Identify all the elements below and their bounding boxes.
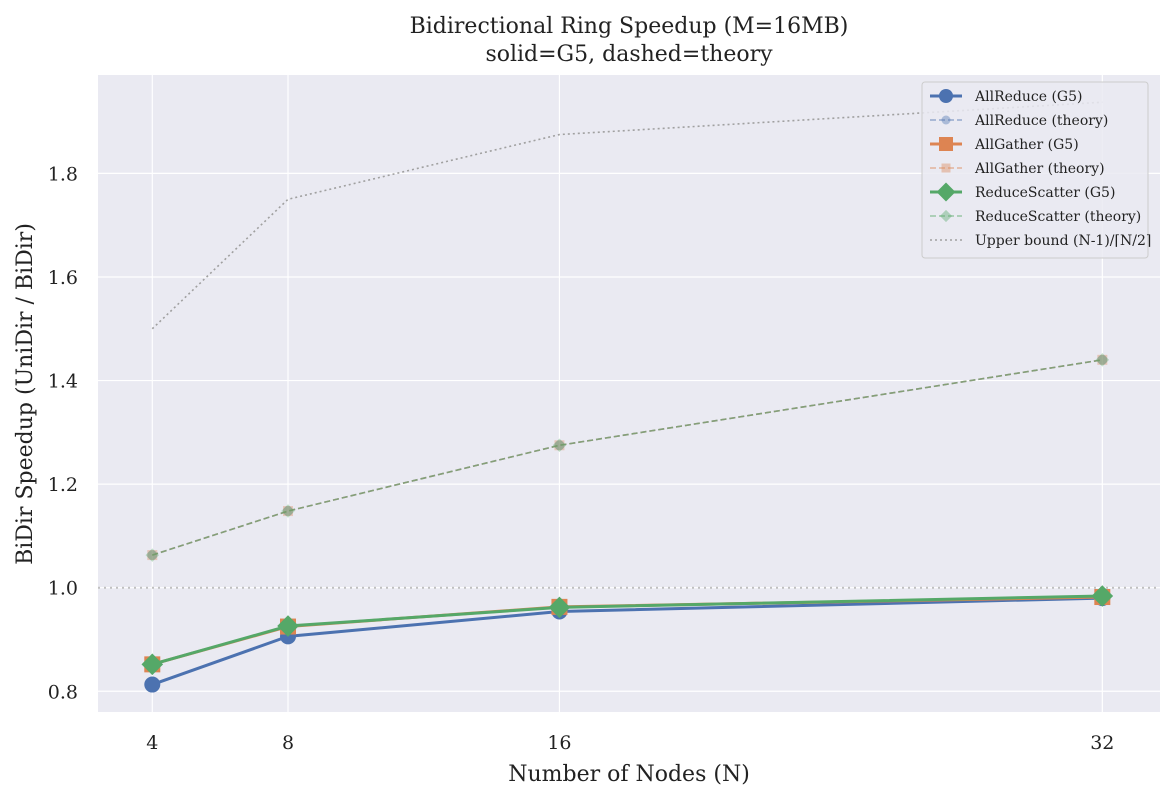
x-axis-label: Number of Nodes (N) — [508, 762, 750, 787]
legend-box — [921, 81, 1149, 259]
legend-entry: AllGather (G5) — [930, 137, 1079, 153]
series-line — [151, 596, 1103, 686]
legend-label: AllReduce (theory) — [974, 113, 1108, 129]
legend-marker — [936, 182, 956, 202]
data-point — [283, 506, 294, 517]
data-point — [141, 653, 164, 676]
legend-label: Upper bound (N-1)/⌈N/2⌉ — [975, 233, 1151, 249]
legend-entry: ReduceScatter (G5) — [930, 182, 1115, 202]
x-tick-label: 16 — [547, 732, 571, 754]
legend-label: ReduceScatter (G5) — [975, 185, 1115, 201]
data-point — [277, 615, 299, 637]
legend-marker — [941, 163, 951, 173]
legend: AllReduce (G5) AllReduce (theory) AllGathe… — [921, 81, 1151, 259]
legend-label: AllGather (G5) — [974, 137, 1079, 153]
legend-entry: AllReduce (G5) — [930, 89, 1082, 105]
data-point — [283, 506, 294, 517]
series-line — [152, 359, 1103, 556]
x-tick-labels: 4 8 16 32 — [146, 732, 1114, 754]
series-5 — [145, 353, 1110, 562]
data-point — [281, 504, 295, 518]
series-group — [141, 101, 1114, 693]
chart-title: Bidirectional Ring Speedup (M=16MB) — [410, 14, 849, 39]
data-point — [554, 440, 565, 451]
legend-marker — [939, 209, 953, 223]
y-tick-label: 1.0 — [48, 578, 78, 600]
y-tick-label: 1.2 — [48, 474, 78, 496]
legend-entry: AllReduce (theory) — [930, 113, 1108, 129]
legend-marker — [939, 137, 953, 151]
legend-label: AllGather (theory) — [974, 161, 1105, 177]
y-tick-label: 0.8 — [48, 681, 78, 703]
chart-subtitle: solid=G5, dashed=theory — [485, 42, 773, 67]
data-point — [554, 440, 565, 451]
legend-marker — [939, 89, 953, 103]
x-tick-label: 32 — [1090, 732, 1114, 754]
legend-entry: AllGather (theory) — [930, 161, 1105, 177]
series-4 — [141, 585, 1114, 676]
legend-entry: Upper bound (N-1)/⌈N/2⌉ — [930, 233, 1151, 249]
legend-label: ReduceScatter (theory) — [975, 209, 1141, 225]
data-point — [1095, 353, 1110, 367]
y-tick-label: 1.6 — [48, 267, 78, 289]
data-point — [1091, 585, 1114, 607]
data-point — [1097, 354, 1108, 365]
legend-label: AllReduce (G5) — [974, 89, 1082, 105]
x-tick-label: 8 — [282, 732, 294, 754]
data-point — [1097, 354, 1108, 365]
y-tick-label: 1.8 — [48, 163, 78, 185]
x-tick-label: 4 — [146, 732, 158, 754]
data-point — [548, 596, 571, 619]
series-line — [151, 594, 1103, 666]
y-tick-labels: 0.8 1.0 1.2 1.4 1.6 1.8 — [48, 163, 78, 703]
data-point — [144, 676, 161, 693]
data-point — [145, 548, 160, 562]
data-point — [552, 438, 567, 453]
y-axis-label: BiDir Speedup (UniDir / BiDir) — [13, 223, 38, 565]
legend-marker — [941, 115, 951, 125]
y-tick-label: 1.4 — [48, 371, 78, 393]
legend-entry: ReduceScatter (theory) — [930, 209, 1141, 225]
